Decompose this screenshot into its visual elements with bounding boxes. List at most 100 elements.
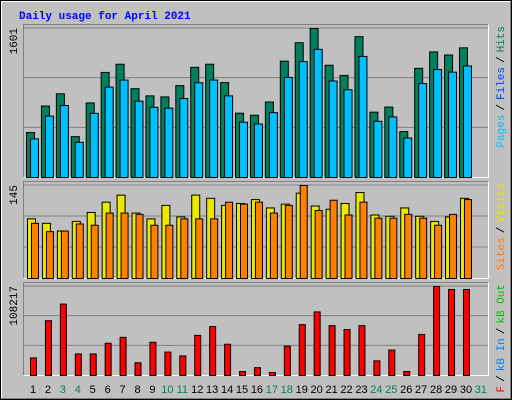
bar (268, 372, 276, 376)
x-tick-label: 23 (355, 384, 367, 396)
bar (253, 123, 263, 178)
x-tick-label: 31 (475, 384, 487, 396)
bar (433, 69, 443, 178)
bar (164, 351, 172, 376)
x-tick-label: 14 (221, 384, 233, 396)
bar (60, 230, 69, 280)
x-tick-label: 1 (30, 384, 36, 396)
bar (299, 185, 308, 279)
bar (434, 224, 443, 279)
bar (404, 213, 413, 280)
bar (313, 311, 321, 377)
bar (209, 326, 217, 377)
x-tick-label: 16 (251, 384, 263, 396)
y-tick-label: 1601 (9, 28, 21, 55)
legend-entry: Visits (496, 183, 508, 223)
bar (150, 224, 159, 279)
bar (119, 79, 129, 178)
x-tick-label: 12 (191, 384, 203, 396)
bar (165, 224, 174, 279)
bar (328, 325, 336, 377)
x-tick-label: 27 (415, 384, 427, 396)
bar (31, 222, 39, 280)
bar (449, 213, 458, 280)
bar (418, 83, 428, 178)
bar (298, 324, 306, 377)
bar (104, 86, 114, 178)
legend-entry: Files (496, 67, 508, 100)
x-tick-label: 29 (445, 384, 457, 396)
legend-entry: Sites (496, 237, 508, 270)
bar (30, 138, 39, 178)
bar (269, 212, 278, 280)
bar (329, 199, 338, 279)
panel (23, 282, 489, 376)
bar (195, 218, 204, 280)
legend: Sites / Visits (496, 183, 508, 270)
x-tick-label: 15 (236, 384, 248, 396)
bar (462, 65, 472, 178)
bar (45, 231, 54, 279)
legend-separator: / (496, 328, 508, 335)
legend-entry: kB In (496, 338, 508, 371)
bar (89, 353, 97, 376)
bar (194, 82, 204, 178)
bar (120, 212, 129, 280)
bar (388, 116, 398, 178)
bar (210, 218, 219, 280)
bar (164, 107, 174, 178)
bar (89, 112, 99, 178)
bar (149, 341, 157, 377)
x-tick-label: 30 (460, 384, 472, 396)
x-tick-label: 18 (281, 384, 293, 396)
bar (433, 286, 441, 376)
bar (105, 212, 114, 280)
bar (343, 89, 353, 178)
y-tick-label: 145 (9, 185, 21, 205)
bar (462, 288, 470, 376)
x-tick-label: 3 (60, 384, 66, 396)
bar (179, 97, 189, 178)
x-tick-label: 22 (340, 384, 352, 396)
x-tick-label: 26 (400, 384, 412, 396)
legend-separator: / (496, 104, 508, 111)
bar (298, 61, 308, 179)
chart-title: Daily usage for April 2021 (19, 11, 191, 23)
x-tick-label: 10 (161, 384, 173, 396)
bar (224, 343, 232, 377)
bar (388, 349, 396, 376)
bar (44, 115, 54, 178)
bar (194, 334, 202, 376)
y-tick-label: 108217 (9, 286, 21, 326)
bar (74, 141, 84, 179)
bar (418, 333, 426, 376)
bar (283, 76, 293, 178)
legend-entry: Pages (496, 115, 508, 148)
x-tick-label: 2 (45, 384, 51, 396)
x-tick-label: 17 (266, 384, 278, 396)
bar (254, 201, 263, 279)
bar (268, 112, 278, 178)
x-tick-label: 4 (75, 384, 81, 396)
x-tick-label: 8 (134, 384, 140, 396)
legend-entry: kB Out (496, 284, 508, 324)
bar (328, 80, 338, 178)
bar (373, 120, 383, 179)
bar (463, 199, 472, 280)
bar (403, 137, 413, 178)
x-tick-label: 5 (90, 384, 96, 396)
x-tick-label: 11 (177, 384, 188, 396)
bar (104, 342, 112, 377)
bar (119, 336, 127, 376)
x-tick-label: 21 (325, 384, 337, 396)
bar (224, 95, 234, 178)
bar (59, 105, 69, 178)
bar (74, 353, 82, 376)
legend-entry: kB F (496, 386, 508, 400)
bar (313, 48, 323, 178)
bar (30, 357, 37, 376)
bar (389, 217, 398, 279)
